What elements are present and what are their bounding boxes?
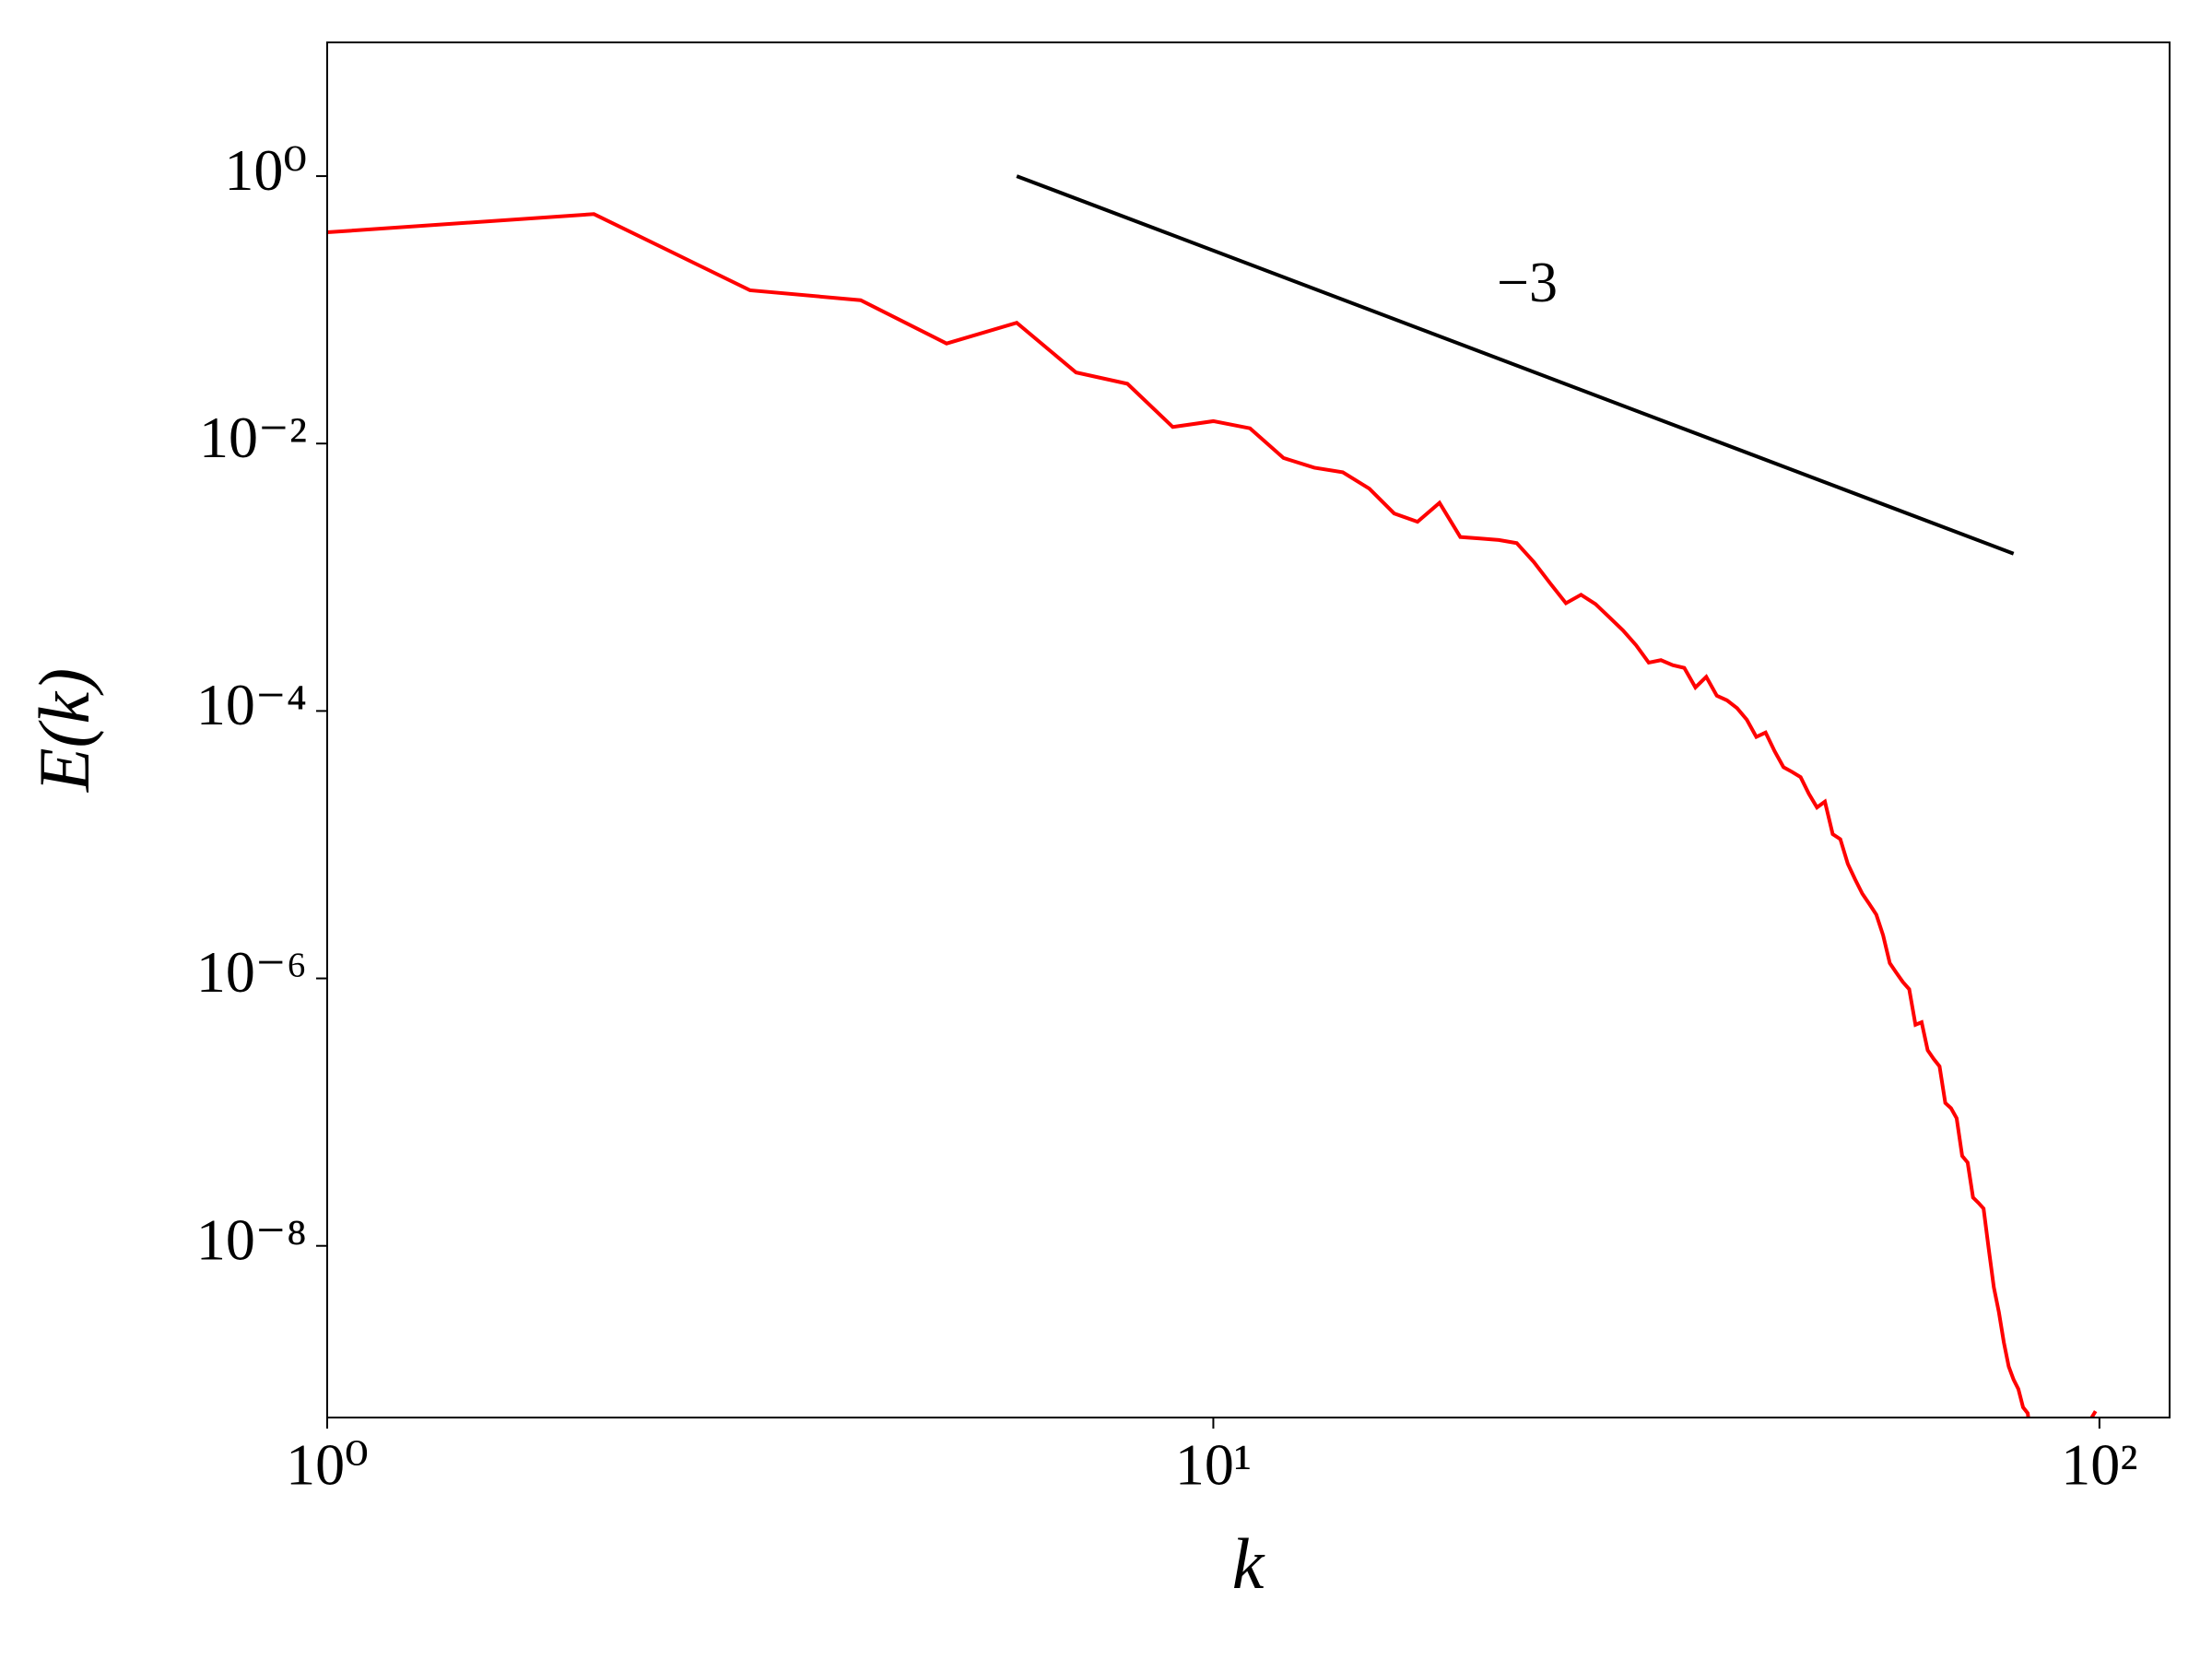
x-tick-label: 10⁰ bbox=[286, 1432, 369, 1498]
x-tick-label: 10¹ bbox=[1175, 1432, 1252, 1498]
plot-frame bbox=[326, 41, 2171, 1418]
y-tick-label: 10⁻⁸ bbox=[196, 1206, 307, 1272]
x-tick-label: 10² bbox=[2061, 1432, 2137, 1498]
y-tick-label: 10⁻⁴ bbox=[196, 672, 307, 737]
y-tick-label: 10⁻⁶ bbox=[196, 939, 307, 1005]
reference-line bbox=[1016, 174, 2015, 556]
y-tick-label: 10⁰ bbox=[224, 137, 307, 203]
slope-annotation: −3 bbox=[1497, 252, 1558, 314]
data-line bbox=[327, 212, 2098, 1418]
x-axis-label: k bbox=[1232, 1524, 1265, 1604]
y-tick-label: 10⁻² bbox=[199, 405, 307, 470]
y-axis-label: E(k) bbox=[24, 668, 104, 793]
